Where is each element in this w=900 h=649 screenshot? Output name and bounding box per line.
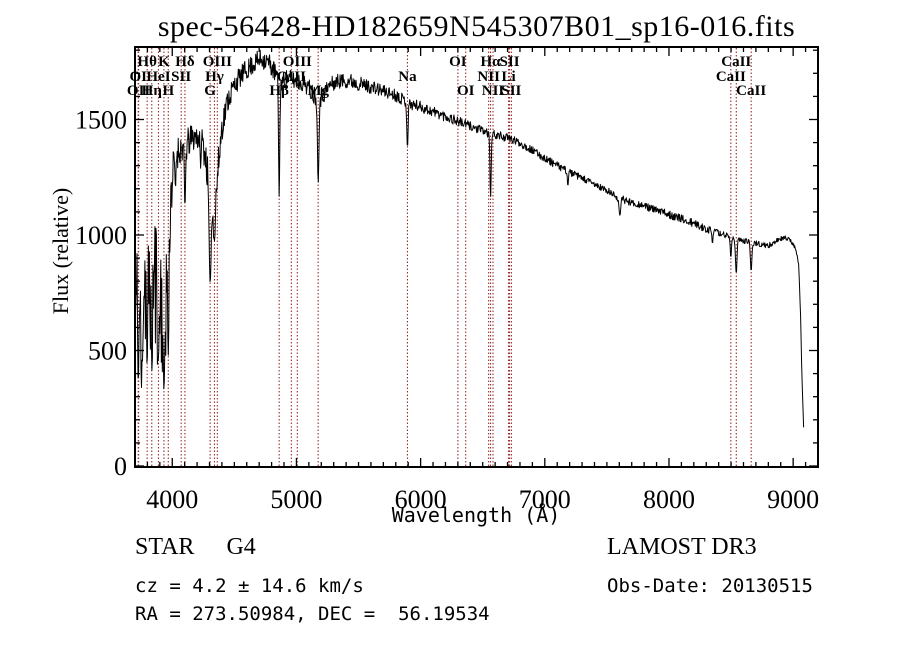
- y-axis-label: Flux (relative): [48, 187, 73, 315]
- svg-text:OII: OII: [127, 83, 151, 99]
- svg-text:Hη: Hη: [142, 83, 162, 99]
- svg-text:7000: 7000: [519, 485, 571, 514]
- svg-text:CaII: CaII: [736, 83, 766, 99]
- object-type-label: STAR: [135, 534, 195, 560]
- survey-label: LAMOST DR3: [607, 534, 757, 560]
- svg-text:HeI: HeI: [146, 69, 170, 85]
- subclass-label: G4: [226, 534, 256, 560]
- svg-text:1000: 1000: [75, 221, 127, 250]
- svg-text:Na: Na: [398, 69, 417, 85]
- svg-text:G: G: [204, 83, 216, 99]
- svg-text:CaII: CaII: [716, 69, 746, 85]
- radec-label: RA = 273.50984, DEC = 56.19534: [135, 603, 490, 625]
- svg-text:9000: 9000: [767, 485, 819, 514]
- plot-title: spec-56428-HD182659N545307B01_sp16-016.f…: [157, 10, 796, 43]
- svg-text:8000: 8000: [643, 485, 695, 514]
- obsdate-label: Obs-Date: 20130515: [607, 575, 813, 597]
- svg-text:Li: Li: [501, 69, 515, 85]
- svg-text:4000: 4000: [146, 485, 198, 514]
- svg-text:SII: SII: [171, 69, 191, 85]
- svg-text:OI: OI: [457, 83, 475, 99]
- svg-text:OIII: OIII: [283, 54, 312, 70]
- svg-text:5000: 5000: [270, 485, 322, 514]
- svg-text:SII: SII: [500, 54, 520, 70]
- svg-text:OI: OI: [449, 54, 467, 70]
- x-axis-label: Wavelength (Å): [391, 503, 561, 527]
- svg-text:OIII: OIII: [203, 54, 232, 70]
- svg-text:Hγ: Hγ: [205, 69, 224, 85]
- svg-text:Hθ: Hθ: [137, 54, 157, 70]
- classification-line: STAR G4: [135, 534, 256, 561]
- cz-label: cz = 4.2 ± 14.6 km/s: [135, 575, 364, 597]
- svg-text:500: 500: [88, 337, 127, 366]
- svg-text:6000: 6000: [395, 485, 447, 514]
- svg-text:1500: 1500: [75, 106, 127, 135]
- svg-text:CaII: CaII: [721, 54, 751, 70]
- svg-text:SII: SII: [501, 83, 521, 99]
- svg-text:OI: OI: [129, 69, 147, 85]
- svg-text:Hα: Hα: [481, 54, 502, 70]
- svg-text:K: K: [158, 54, 170, 70]
- svg-text:H: H: [162, 83, 174, 99]
- svg-text:Hδ: Hδ: [175, 54, 195, 70]
- svg-text:NII: NII: [482, 83, 505, 99]
- svg-text:0: 0: [114, 452, 127, 481]
- svg-text:NII: NII: [477, 69, 500, 85]
